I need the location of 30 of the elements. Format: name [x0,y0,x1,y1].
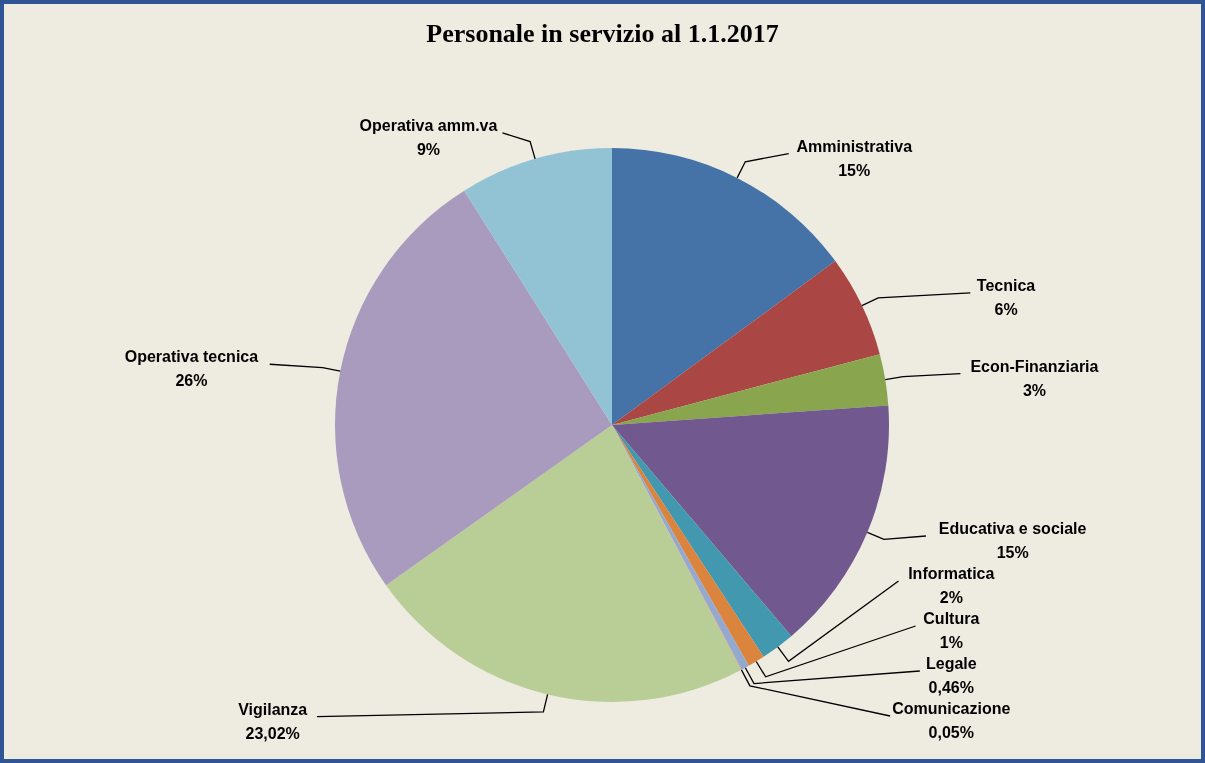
slice-label: Operativa amm.va [359,116,498,134]
slice-label: Operativa tecnica [124,348,259,366]
pie-slice [386,425,742,702]
data-label: 23,02% [245,724,300,742]
pie-slice [612,425,792,657]
data-label: 2% [939,589,963,606]
data-label: 1% [939,634,963,651]
data-label: 3% [1022,381,1047,399]
data-label: 15% [996,544,1029,561]
data-label: 26% [175,372,208,390]
pie-slice [612,354,889,425]
slice-label: Cultura [923,610,980,627]
pie-slice [612,261,880,425]
data-label: 0,05% [928,724,974,741]
pie-slice [335,190,612,586]
slice-label: Econ-Finanziaria [970,357,1099,375]
data-label: 9% [416,140,441,158]
slice-label: Educativa e sociale [938,520,1087,537]
pie-slice [612,405,889,637]
slice-label: Amministrativa [796,137,913,155]
pie-slice [464,148,612,425]
chart-title: Personale in servizio al 1.1.2017 [426,19,779,48]
slice-label: Comunicazione [892,700,1011,717]
slice-label: Tecnica [976,276,1036,294]
slice-label: Informatica [908,565,995,582]
data-label: 6% [994,300,1018,318]
slice-label: Vigilanza [238,700,308,718]
data-label: 0,46% [928,679,974,696]
slice-label: Legale [925,655,977,672]
data-label: 15% [838,161,871,179]
